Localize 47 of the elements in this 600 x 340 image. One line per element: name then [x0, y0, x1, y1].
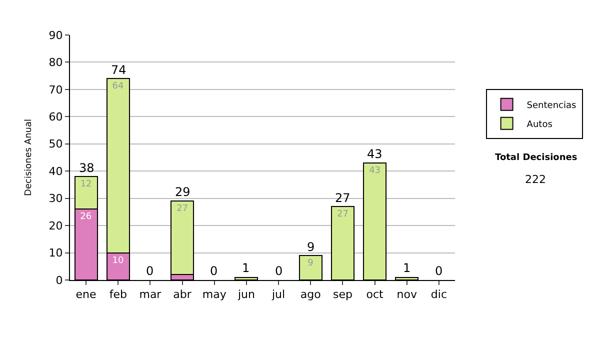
x-tick-label: dic [430, 288, 448, 302]
x-tick-label: abr [173, 288, 192, 302]
x-tick-label: ago [300, 288, 322, 302]
x-tick-label: jul [270, 288, 286, 302]
data-label: 43 [369, 166, 381, 176]
data-label: 9 [308, 258, 314, 268]
y-tick-label: 40 [48, 164, 63, 178]
x-tick-label: may [202, 288, 227, 302]
text: Total Decisiones [495, 153, 578, 163]
total-label: 43 [367, 147, 382, 161]
total-label: 1 [403, 261, 411, 275]
total-label: 0 [210, 264, 218, 278]
total-label: 0 [275, 264, 283, 278]
x-tick-label: oct [366, 288, 384, 302]
total-label: 74 [111, 63, 126, 77]
x-tick-label: ene [76, 288, 97, 302]
legend-label: Sentencias [526, 100, 576, 111]
y-tick-label: 50 [48, 138, 63, 151]
data-label: 27 [336, 210, 348, 220]
y-tick-label: 10 [48, 246, 63, 260]
data-label: 10 [112, 256, 124, 266]
data-label: 64 [112, 82, 124, 92]
y-tick-label: 30 [48, 192, 63, 206]
y-tick-label: 90 [48, 28, 63, 42]
data-label: 27 [176, 204, 188, 214]
total-label: 27 [335, 191, 350, 205]
text: 222 [525, 173, 546, 186]
legend-label: Autos [526, 120, 553, 130]
total-label: 0 [435, 264, 443, 278]
total-label: 38 [79, 161, 94, 175]
x-tick-label: feb [109, 288, 127, 302]
y-tick-label: 60 [48, 110, 63, 124]
x-tick-label: mar [139, 288, 162, 302]
x-tick-label: jun [236, 288, 255, 302]
y-tick-label: 80 [48, 56, 63, 70]
total-label: 1 [242, 261, 250, 275]
total-label: 9 [307, 240, 315, 254]
y-tick-label: 0 [56, 274, 63, 287]
data-label: 12 [80, 180, 92, 190]
data-label: 26 [80, 212, 92, 222]
y-axis-title: Decisiones Anual [24, 119, 34, 196]
x-tick-label: sep [332, 288, 352, 302]
y-tick-label: 20 [48, 219, 63, 232]
y-tick-label: 70 [48, 83, 63, 96]
x-tick-label: nov [396, 288, 418, 302]
total-label: 0 [146, 264, 154, 278]
total-label: 29 [175, 185, 190, 199]
